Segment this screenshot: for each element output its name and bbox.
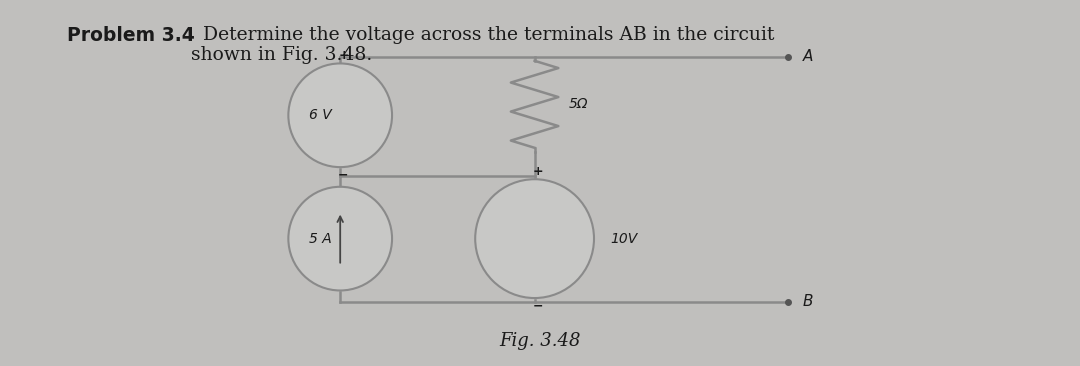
Text: −: − (532, 300, 543, 313)
Ellipse shape (475, 179, 594, 298)
Text: Fig. 3.48: Fig. 3.48 (499, 332, 581, 350)
Text: 5Ω: 5Ω (569, 97, 589, 111)
Text: +: + (532, 165, 543, 178)
Text: 10V: 10V (610, 232, 637, 246)
Ellipse shape (288, 187, 392, 291)
Ellipse shape (288, 63, 392, 167)
Text: Problem 3.4: Problem 3.4 (67, 26, 194, 45)
Text: A: A (802, 49, 813, 64)
Text: 5 A: 5 A (309, 232, 332, 246)
Text: +: + (338, 49, 349, 62)
Text: B: B (802, 295, 813, 309)
Text: Determine the voltage across the terminals AB in the circuit
shown in Fig. 3.48.: Determine the voltage across the termina… (191, 26, 774, 64)
Text: −: − (338, 169, 349, 182)
Text: 6 V: 6 V (309, 108, 332, 122)
